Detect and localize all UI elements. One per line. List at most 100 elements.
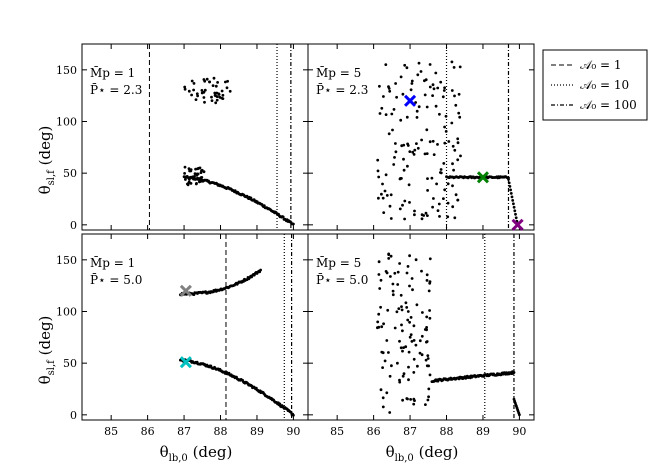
data-point xyxy=(456,141,460,145)
data-point xyxy=(426,189,429,192)
data-point xyxy=(456,198,460,202)
data-point xyxy=(403,63,407,67)
data-point xyxy=(446,201,450,205)
data-point xyxy=(195,182,198,185)
data-point xyxy=(393,326,397,330)
data-point xyxy=(210,95,213,99)
data-point xyxy=(183,87,187,91)
data-point xyxy=(424,403,427,406)
data-point xyxy=(220,89,224,93)
y-axis-label-top: θsl,f (deg) xyxy=(36,126,57,195)
data-point xyxy=(418,339,422,343)
data-point xyxy=(410,82,414,85)
data-point xyxy=(406,310,410,313)
data-point xyxy=(395,310,399,314)
data-point xyxy=(408,201,411,204)
data-point xyxy=(451,144,455,148)
data-point xyxy=(510,195,514,199)
data-point xyxy=(425,105,429,109)
data-point xyxy=(213,91,217,95)
data-point xyxy=(394,150,398,154)
data-point xyxy=(436,143,439,146)
data-point xyxy=(408,150,412,154)
data-point xyxy=(382,322,385,326)
y-tick-label: 150 xyxy=(56,254,77,267)
data-point xyxy=(388,204,392,208)
data-point xyxy=(190,79,194,83)
data-point xyxy=(391,128,394,132)
marker-x xyxy=(179,356,192,369)
data-point xyxy=(428,140,432,144)
panel-top-right-marks: M̄p = 5 P̄⋆ = 2.3 xyxy=(308,44,534,231)
data-point xyxy=(410,277,414,280)
data-point xyxy=(423,152,427,156)
data-point xyxy=(412,153,416,156)
y-axis-label-bottom: θsl,f (deg) xyxy=(36,316,57,385)
marker-x xyxy=(179,284,192,297)
data-point xyxy=(212,76,216,80)
data-point xyxy=(413,148,417,152)
data-point xyxy=(431,139,435,143)
data-point xyxy=(205,77,209,81)
data-point xyxy=(376,158,380,162)
data-point xyxy=(442,89,446,92)
data-point xyxy=(225,86,229,90)
data-point xyxy=(398,207,402,211)
data-point xyxy=(451,162,454,166)
data-point xyxy=(414,258,418,262)
y-tick-label: 100 xyxy=(56,306,77,319)
data-point xyxy=(397,307,401,310)
data-point xyxy=(391,282,395,286)
x-axis-label-left: θlb,0 (deg) xyxy=(160,443,233,464)
x-tick-label: 87 xyxy=(177,425,191,438)
data-point xyxy=(379,388,383,392)
data-point xyxy=(400,323,403,327)
data-point xyxy=(395,95,398,99)
data-point xyxy=(512,205,516,209)
data-point xyxy=(513,209,517,213)
data-point xyxy=(392,108,396,111)
data-point xyxy=(401,398,404,402)
y-tick-label: 0 xyxy=(70,409,77,422)
data-point xyxy=(226,79,230,83)
data-point xyxy=(512,371,516,374)
data-point xyxy=(383,359,387,363)
data-point xyxy=(203,100,206,104)
data-point xyxy=(378,112,382,115)
data-point xyxy=(199,176,203,180)
x-tick-label: 87 xyxy=(403,425,417,438)
data-point xyxy=(447,140,451,143)
data-point xyxy=(292,222,295,226)
data-point xyxy=(396,361,399,365)
data-point xyxy=(195,92,199,96)
x-tick-label: 89 xyxy=(476,425,490,438)
data-point xyxy=(393,271,397,275)
data-point xyxy=(403,199,407,203)
data-point xyxy=(218,95,222,99)
data-point xyxy=(407,365,410,369)
data-point xyxy=(386,308,390,312)
data-point xyxy=(410,340,414,343)
data-point xyxy=(399,75,403,79)
data-point xyxy=(453,216,457,220)
data-point xyxy=(427,395,430,399)
data-point xyxy=(377,312,381,316)
marker-x-stroke xyxy=(476,171,490,184)
data-point xyxy=(413,213,416,217)
data-point xyxy=(406,164,409,168)
data-point xyxy=(446,215,450,219)
data-point xyxy=(402,346,405,349)
data-point xyxy=(416,73,420,77)
x-tick-label: 85 xyxy=(104,425,118,438)
data-point xyxy=(402,157,405,161)
legend-label-a10: 𝒜₀ = 10 xyxy=(580,78,629,92)
data-point xyxy=(211,84,215,87)
data-point xyxy=(216,81,220,84)
data-point xyxy=(423,328,427,331)
data-point xyxy=(414,343,418,347)
data-point xyxy=(443,86,446,90)
y-tick-label: 50 xyxy=(63,357,77,370)
data-point xyxy=(458,65,462,69)
data-point xyxy=(457,92,461,96)
data-point xyxy=(417,105,421,109)
